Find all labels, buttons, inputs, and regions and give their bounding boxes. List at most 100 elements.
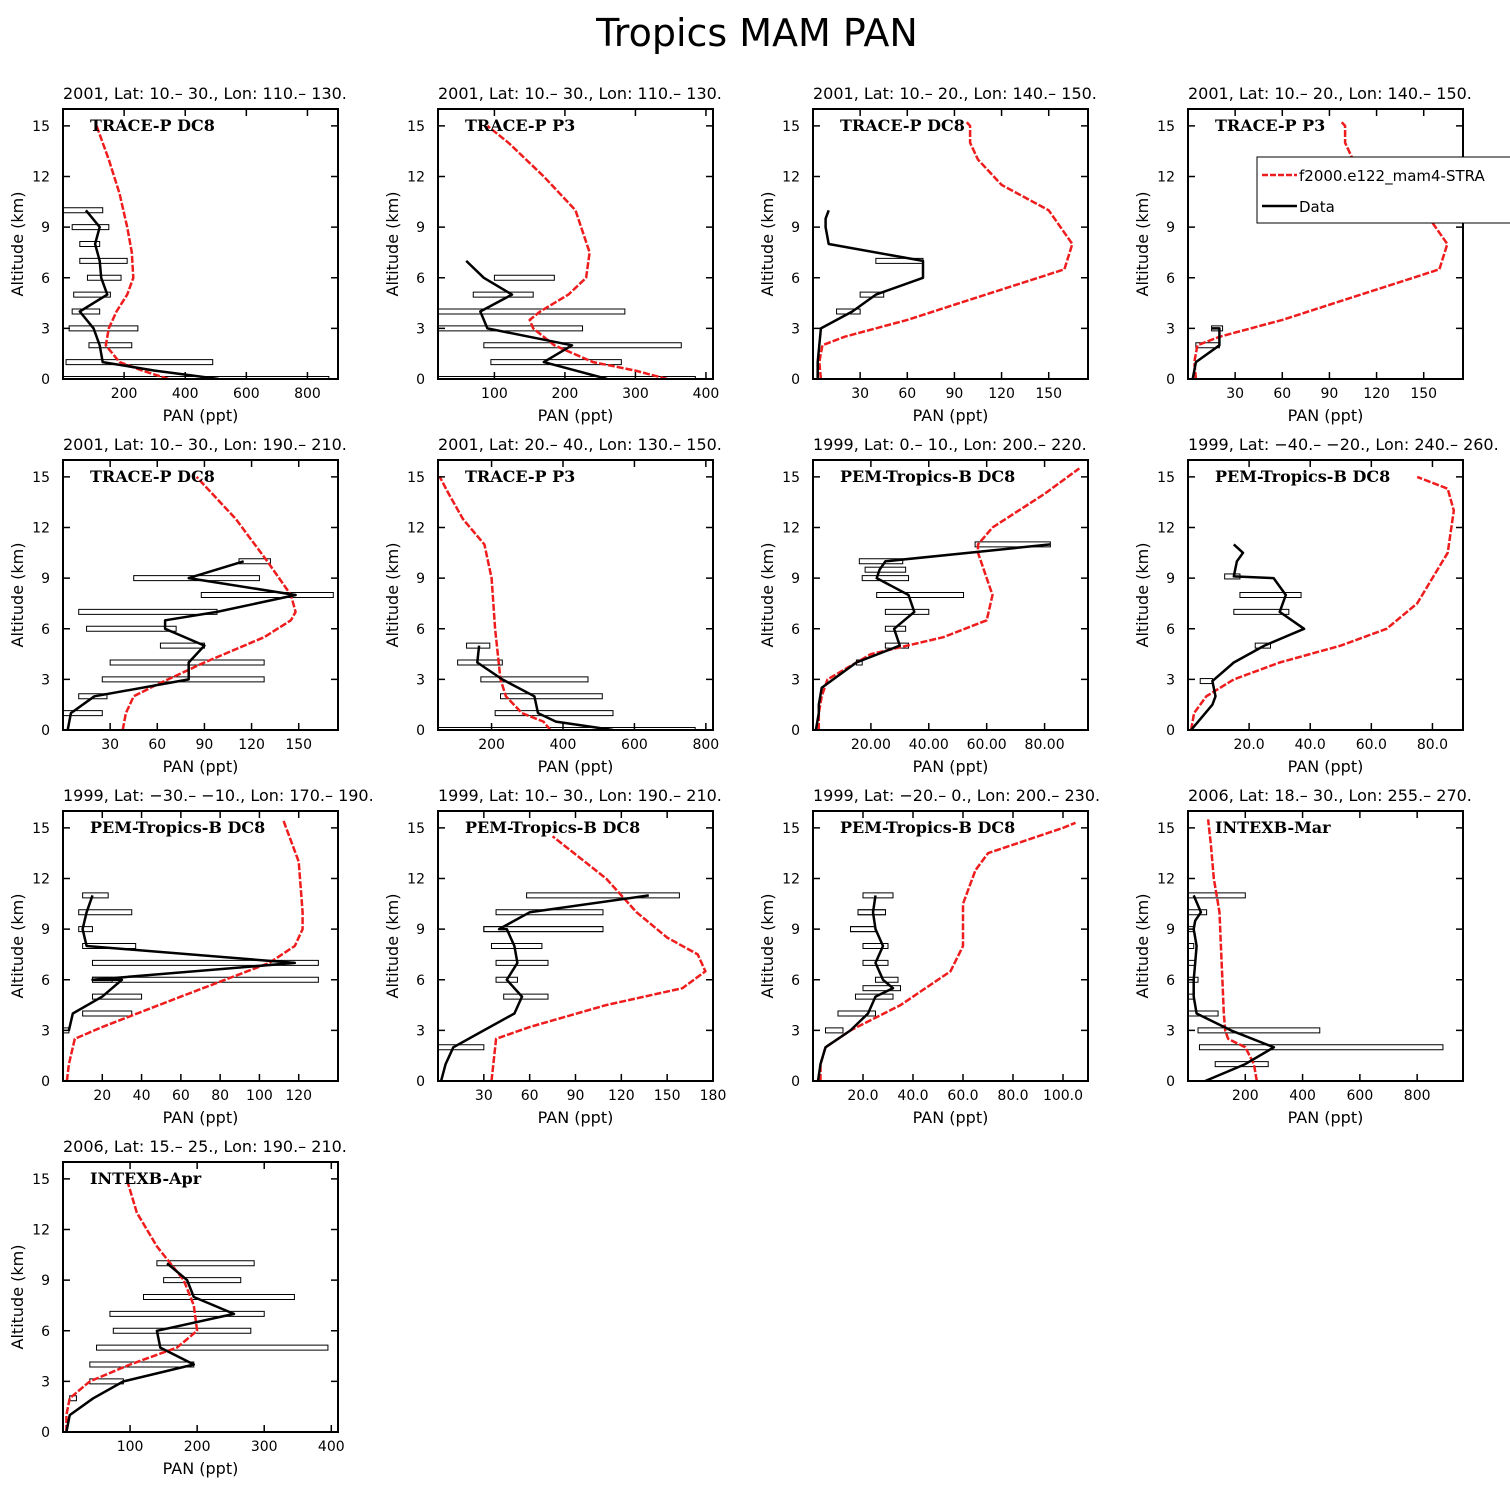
error-bar [200, 592, 334, 598]
panel-title: 2001, Lat: 10.– 30., Lon: 110.– 130. [438, 84, 722, 103]
campaign-label: PEM-Tropics-B DC8 [840, 467, 1015, 486]
legend: f2000.e122_mam4-STRA Data [1256, 156, 1510, 224]
x-axis-label: PAN (ppt) [913, 757, 989, 776]
y-tick-label: 12 [32, 872, 50, 888]
error-bar [862, 943, 889, 949]
y-tick-label: 0 [791, 1074, 800, 1090]
x-tick-label: 60 [898, 386, 916, 402]
panel-6: 2001, Lat: 20.– 40., Lon: 130.– 150. TRAC… [383, 435, 722, 776]
x-tick-label: 60 [521, 1088, 539, 1104]
error-bar [79, 241, 101, 247]
model-line [1189, 475, 1456, 730]
y-tick-label: 3 [41, 1023, 50, 1039]
y-tick-label: 9 [41, 571, 50, 587]
y-tick-label: 6 [1166, 622, 1175, 638]
data-line [816, 209, 925, 379]
y-tick-label: 12 [782, 170, 800, 186]
y-tick-label: 12 [1157, 170, 1175, 186]
panel-frame [62, 459, 339, 731]
y-tick-label: 6 [1166, 271, 1175, 287]
x-axis-label: PAN (ppt) [163, 1108, 239, 1127]
panel-title: 1999, Lat: 10.– 30., Lon: 190.– 210. [438, 786, 722, 805]
error-bar [91, 993, 143, 1000]
error-bar [503, 993, 549, 1000]
x-tick-label: 30 [475, 1088, 493, 1104]
x-tick-label: 40 [133, 1088, 151, 1104]
y-axis-label: Altitude (km) [758, 894, 777, 999]
campaign-label: PEM-Tropics-B DC8 [465, 818, 640, 837]
figure-title: Tropics MAM PAN [595, 11, 918, 55]
panel-5: 2001, Lat: 10.– 30., Lon: 190.– 210. TRAC… [8, 435, 347, 776]
plot-area [816, 119, 1074, 379]
y-tick-label: 6 [416, 622, 425, 638]
error-bar [472, 291, 534, 298]
error-bar [850, 926, 876, 933]
data-line [66, 560, 297, 730]
y-tick-label: 9 [791, 571, 800, 587]
x-tick-label: 20.0 [1234, 737, 1265, 753]
plot-area [63, 125, 330, 379]
y-tick-label: 3 [416, 321, 425, 337]
error-bar [500, 693, 603, 700]
x-tick-label: 100.0 [1043, 1088, 1083, 1104]
error-bar [109, 659, 265, 666]
plot-area [438, 476, 696, 730]
campaign-label: PEM-Tropics-B DC8 [90, 818, 265, 837]
y-tick-label: 15 [782, 821, 800, 837]
model-line [121, 476, 297, 730]
error-bar [86, 274, 122, 281]
y-tick-label: 3 [1166, 1023, 1175, 1039]
x-tick-label: 80.00 [1025, 737, 1065, 753]
campaign-label: TRACE-P DC8 [90, 116, 215, 135]
panel-2: 2001, Lat: 10.– 30., Lon: 110.– 130. TRAC… [383, 84, 722, 425]
error-bar [438, 727, 696, 730]
campaign-label: PEM-Tropics-B DC8 [840, 818, 1015, 837]
error-bar [82, 1010, 133, 1017]
error-bar [68, 325, 139, 332]
y-tick-label: 3 [41, 321, 50, 337]
y-tick-label: 9 [416, 571, 425, 587]
x-tick-label: 200 [552, 386, 579, 402]
panel-13: 2006, Lat: 15.– 25., Lon: 190.– 210. INTE… [8, 1137, 347, 1478]
error-bar [1188, 1010, 1219, 1017]
x-axis-label: PAN (ppt) [913, 1108, 989, 1127]
panel-title: 1999, Lat: 0.– 10., Lon: 200.– 220. [813, 435, 1087, 454]
error-bar [73, 291, 111, 298]
panel-frame [812, 459, 1089, 731]
x-tick-label: 800 [692, 737, 719, 753]
plot-area [816, 821, 1076, 1081]
y-tick-label: 3 [791, 1023, 800, 1039]
x-tick-label: 300 [622, 386, 649, 402]
model-line [818, 119, 1074, 379]
x-axis-label: PAN (ppt) [1288, 757, 1364, 776]
y-tick-label: 9 [41, 220, 50, 236]
x-tick-label: 150 [1035, 386, 1062, 402]
panel-title: 2001, Lat: 10.– 30., Lon: 190.– 210. [63, 435, 347, 454]
error-bar [1211, 325, 1224, 332]
y-tick-label: 3 [791, 672, 800, 688]
x-tick-label: 400 [550, 737, 577, 753]
error-bar [876, 592, 965, 598]
x-tick-label: 80.0 [997, 1088, 1028, 1104]
x-tick-label: 200 [1232, 1088, 1259, 1104]
x-tick-label: 400 [318, 1439, 345, 1455]
panel-title: 1999, Lat: −20.– 0., Lon: 200.– 230. [813, 786, 1100, 805]
error-bar [438, 376, 696, 379]
y-axis-label: Altitude (km) [8, 543, 27, 648]
error-bar [1188, 909, 1208, 916]
error-bar [89, 1361, 195, 1368]
error-bar [71, 224, 110, 231]
panel-title: 2006, Lat: 15.– 25., Lon: 190.– 210. [63, 1137, 347, 1156]
data-line [1191, 327, 1221, 379]
x-tick-label: 600 [621, 737, 648, 753]
y-axis-label: Altitude (km) [8, 192, 27, 297]
x-tick-label: 600 [1347, 1088, 1374, 1104]
campaign-label: INTEXB-Mar [1215, 818, 1331, 837]
error-bar [438, 325, 584, 332]
plot-area [1188, 819, 1444, 1081]
y-tick-label: 6 [416, 973, 425, 989]
panel-title: 2001, Lat: 10.– 20., Lon: 140.– 150. [1188, 84, 1472, 103]
model-line [490, 835, 707, 1081]
y-tick-label: 12 [32, 170, 50, 186]
panel-frame [1187, 810, 1464, 1082]
